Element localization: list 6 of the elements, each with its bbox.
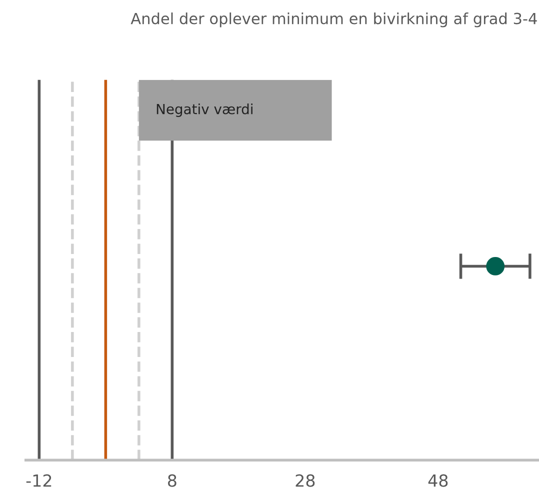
x-tick-label: 28 (296, 474, 315, 487)
chart-title: Andel der oplever minimum en bivirkning af grad 3-4 (130, 12, 537, 28)
x-tick-label: 48 (428, 474, 448, 487)
band-label: Negativ værdi (156, 104, 252, 117)
x-tick-label: -12 (26, 474, 52, 487)
x-tick-label: 8 (168, 474, 176, 487)
